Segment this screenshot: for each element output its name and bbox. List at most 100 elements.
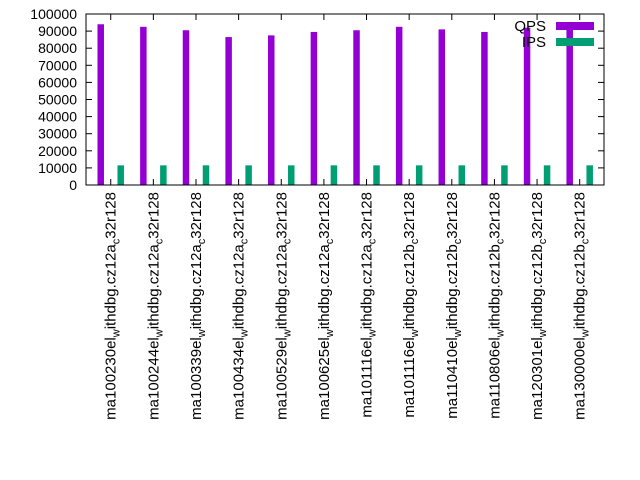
y-tick-label: 80000 (38, 40, 77, 56)
bar-ips-10 (501, 165, 508, 185)
label-prefix: ma100244el (145, 337, 162, 420)
y-tick-label: 0 (69, 177, 77, 193)
label-tail: 32r128 (273, 192, 290, 239)
label-rest: ithdbg.cz12b (444, 244, 461, 329)
x-tick-label-text: ma100625elwithdbg.cz12ac32r128 (316, 192, 336, 420)
bar-qps-4 (225, 37, 232, 186)
label-sub-w: w (324, 329, 336, 338)
label-sub-w: w (239, 329, 251, 338)
label-tail: 32r128 (231, 192, 248, 239)
label-prefix: ma100230el (103, 337, 120, 420)
bar-ips-7 (373, 165, 380, 185)
label-sub-w: w (409, 329, 421, 338)
label-sub: c (367, 238, 379, 244)
label-prefix: ma100625el (316, 337, 333, 420)
x-tick-label: ma100434elwithdbg.cz12ac32r128 (231, 192, 251, 420)
legend-label-ips: IPS (522, 34, 546, 51)
label-tail: 32r128 (188, 192, 205, 239)
bar-qps-9 (438, 29, 446, 185)
label-rest: ithdbg.cz12a (188, 244, 205, 330)
y-tick-label: 90000 (38, 23, 77, 39)
bar-ips-12 (586, 165, 593, 185)
bar-ips-3 (202, 165, 210, 185)
x-tick-label-text: ma100244elwithdbg.cz12ac32r128 (145, 192, 165, 420)
x-tick-label-text: ma101116elwithdbg.cz12ac32r128 (359, 192, 379, 418)
x-tick-label-text: ma100230elwithdbg.cz12ac32r128 (103, 192, 123, 420)
label-sub-w: w (153, 329, 165, 338)
bar-ips-2 (160, 165, 167, 185)
bar-qps-5 (268, 35, 275, 185)
x-tick-label: ma100625elwithdbg.cz12ac32r128 (316, 192, 336, 420)
label-tail: 32r128 (401, 192, 418, 239)
bar-qps-10 (481, 31, 488, 185)
x-tick-label-text: ma120301elwithdbg.cz12bc32r128 (529, 192, 549, 420)
bar-qps-1 (97, 24, 104, 186)
label-sub-w: w (537, 329, 549, 338)
label-sub: c (196, 238, 208, 244)
label-tail: 32r128 (572, 192, 589, 239)
legend-swatch-qps (556, 22, 594, 30)
bar-qps-6 (310, 31, 318, 185)
x-tick-label-text: ma100434elwithdbg.cz12ac32r128 (231, 192, 251, 420)
label-rest: ithdbg.cz12a (359, 244, 376, 330)
bar-ips-8 (415, 165, 423, 185)
x-tick-label: ma100339elwithdbg.cz12ac32r128 (188, 192, 208, 420)
label-rest: ithdbg.cz12a (316, 244, 333, 330)
label-tail: 32r128 (529, 192, 546, 239)
bar-ips-11 (543, 165, 551, 185)
label-sub-w: w (111, 329, 123, 338)
label-rest: ithdbg.cz12a (103, 244, 120, 330)
label-prefix: ma100339el (188, 337, 205, 420)
y-tick-label: 20000 (38, 143, 77, 159)
y-tick-label: 10000 (38, 160, 77, 176)
x-tick-label: ma101116elwithdbg.cz12bc32r128 (401, 192, 421, 418)
bar-ips-6 (330, 165, 338, 185)
x-tick-label: ma110806elwithdbg.cz12bc32r128 (486, 192, 506, 419)
y-tick-label: 70000 (38, 57, 77, 73)
label-sub: c (111, 238, 123, 244)
label-sub: c (153, 238, 165, 244)
label-sub: c (580, 238, 592, 244)
bar-ips-4 (245, 165, 252, 185)
label-prefix: ma101116el (359, 337, 376, 417)
label-tail: 32r128 (316, 192, 333, 239)
label-rest: ithdbg.cz12a (145, 244, 162, 330)
y-tick-label: 40000 (38, 109, 77, 125)
label-tail: 32r128 (444, 192, 461, 239)
y-tick-label: 60000 (38, 74, 77, 90)
legend-swatch-ips (556, 38, 594, 46)
label-tail: 32r128 (359, 192, 376, 239)
label-prefix: ma101116el (401, 337, 418, 417)
label-rest: ithdbg.cz12a (231, 244, 248, 330)
bar-ips-9 (458, 165, 466, 185)
label-sub-w: w (452, 329, 464, 338)
x-tick-label-text: ma130000elwithdbg.cz12bc32r128 (572, 192, 592, 420)
label-prefix: ma120301el (529, 337, 546, 420)
label-sub: c (537, 238, 549, 244)
x-tick-label: ma100529elwithdbg.cz12ac32r128 (273, 192, 293, 420)
bar-qps-8 (395, 26, 403, 186)
label-sub: c (452, 238, 464, 244)
label-tail: 32r128 (145, 192, 162, 239)
legend-label-qps: QPS (514, 18, 546, 35)
x-tick-label-text: ma110806elwithdbg.cz12bc32r128 (486, 192, 506, 419)
bar-qps-12 (566, 27, 573, 186)
label-prefix: ma130000el (572, 337, 589, 420)
label-sub-w: w (196, 329, 208, 338)
label-sub-w: w (367, 329, 379, 338)
label-rest: ithdbg.cz12a (273, 244, 290, 330)
label-sub-w: w (580, 329, 592, 338)
x-tick-label: ma120301elwithdbg.cz12bc32r128 (529, 192, 549, 420)
bar-qps-2 (140, 26, 147, 186)
label-prefix: ma100529el (273, 337, 290, 420)
x-tick-label: ma100244elwithdbg.cz12ac32r128 (145, 192, 165, 420)
label-rest: ithdbg.cz12b (401, 244, 418, 329)
x-tick-label-text: ma110410elwithdbg.cz12bc32r128 (444, 192, 464, 419)
label-prefix: ma100434el (231, 337, 248, 420)
label-prefix: ma110410el (444, 337, 461, 418)
x-tick-label-text: ma100339elwithdbg.cz12ac32r128 (188, 192, 208, 420)
label-sub-w: w (494, 329, 506, 338)
label-rest: ithdbg.cz12b (529, 244, 546, 329)
label-sub: c (409, 238, 421, 244)
